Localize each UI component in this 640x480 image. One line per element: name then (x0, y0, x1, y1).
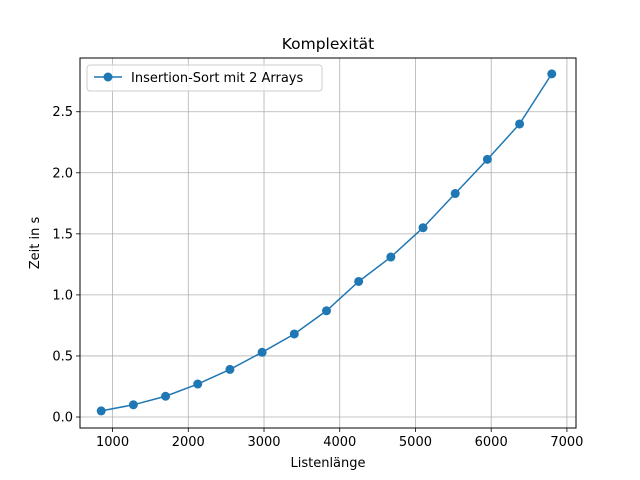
legend-label: Insertion-Sort mit 2 Arrays (131, 71, 303, 86)
axis-ticks: 1000 2000 3000 4000 5000 6000 7000 0.0 0.5 1.0 1.5… (52, 105, 583, 450)
x-tick-label: 5000 (399, 435, 432, 450)
data-point (96, 406, 106, 416)
y-axis-title: Zeit in s (28, 217, 43, 270)
legend-box (86, 64, 323, 92)
x-tick-label: 2000 (172, 435, 205, 450)
y-tick-label: 2.0 (52, 166, 73, 181)
x-tick-label: 6000 (475, 435, 508, 450)
y-tick-label: 0.0 (52, 411, 73, 426)
legend-marker-swatch (103, 72, 113, 82)
data-point (547, 69, 557, 79)
chart-title: Komplexität (282, 35, 375, 53)
x-tick-label: 4000 (323, 435, 356, 450)
legend: Insertion-Sort mit 2 Arrays (86, 64, 323, 92)
data-point (161, 391, 171, 401)
x-tick-label: 7000 (550, 435, 583, 450)
data-point (128, 400, 138, 410)
y-tick-label: 1.0 (52, 288, 73, 303)
y-tick-label: 2.5 (52, 105, 73, 120)
plot-frame (79, 57, 577, 429)
series-layer (96, 69, 557, 416)
data-point (482, 154, 492, 164)
x-tick-label: 3000 (247, 435, 280, 450)
x-tick-label: 1000 (96, 435, 129, 450)
data-point (515, 119, 525, 129)
x-axis-title: Listenlänge (290, 456, 365, 471)
data-point (450, 189, 460, 199)
data-point (354, 276, 364, 286)
data-point (257, 347, 267, 357)
data-point (225, 364, 235, 374)
y-tick-label: 1.5 (52, 227, 73, 242)
data-point (418, 223, 428, 233)
data-point (193, 379, 203, 389)
y-tick-label: 0.5 (52, 349, 73, 364)
data-point (289, 329, 299, 339)
data-point (386, 252, 396, 262)
grid (80, 58, 576, 428)
plot-area (80, 58, 576, 428)
data-point (321, 306, 331, 316)
